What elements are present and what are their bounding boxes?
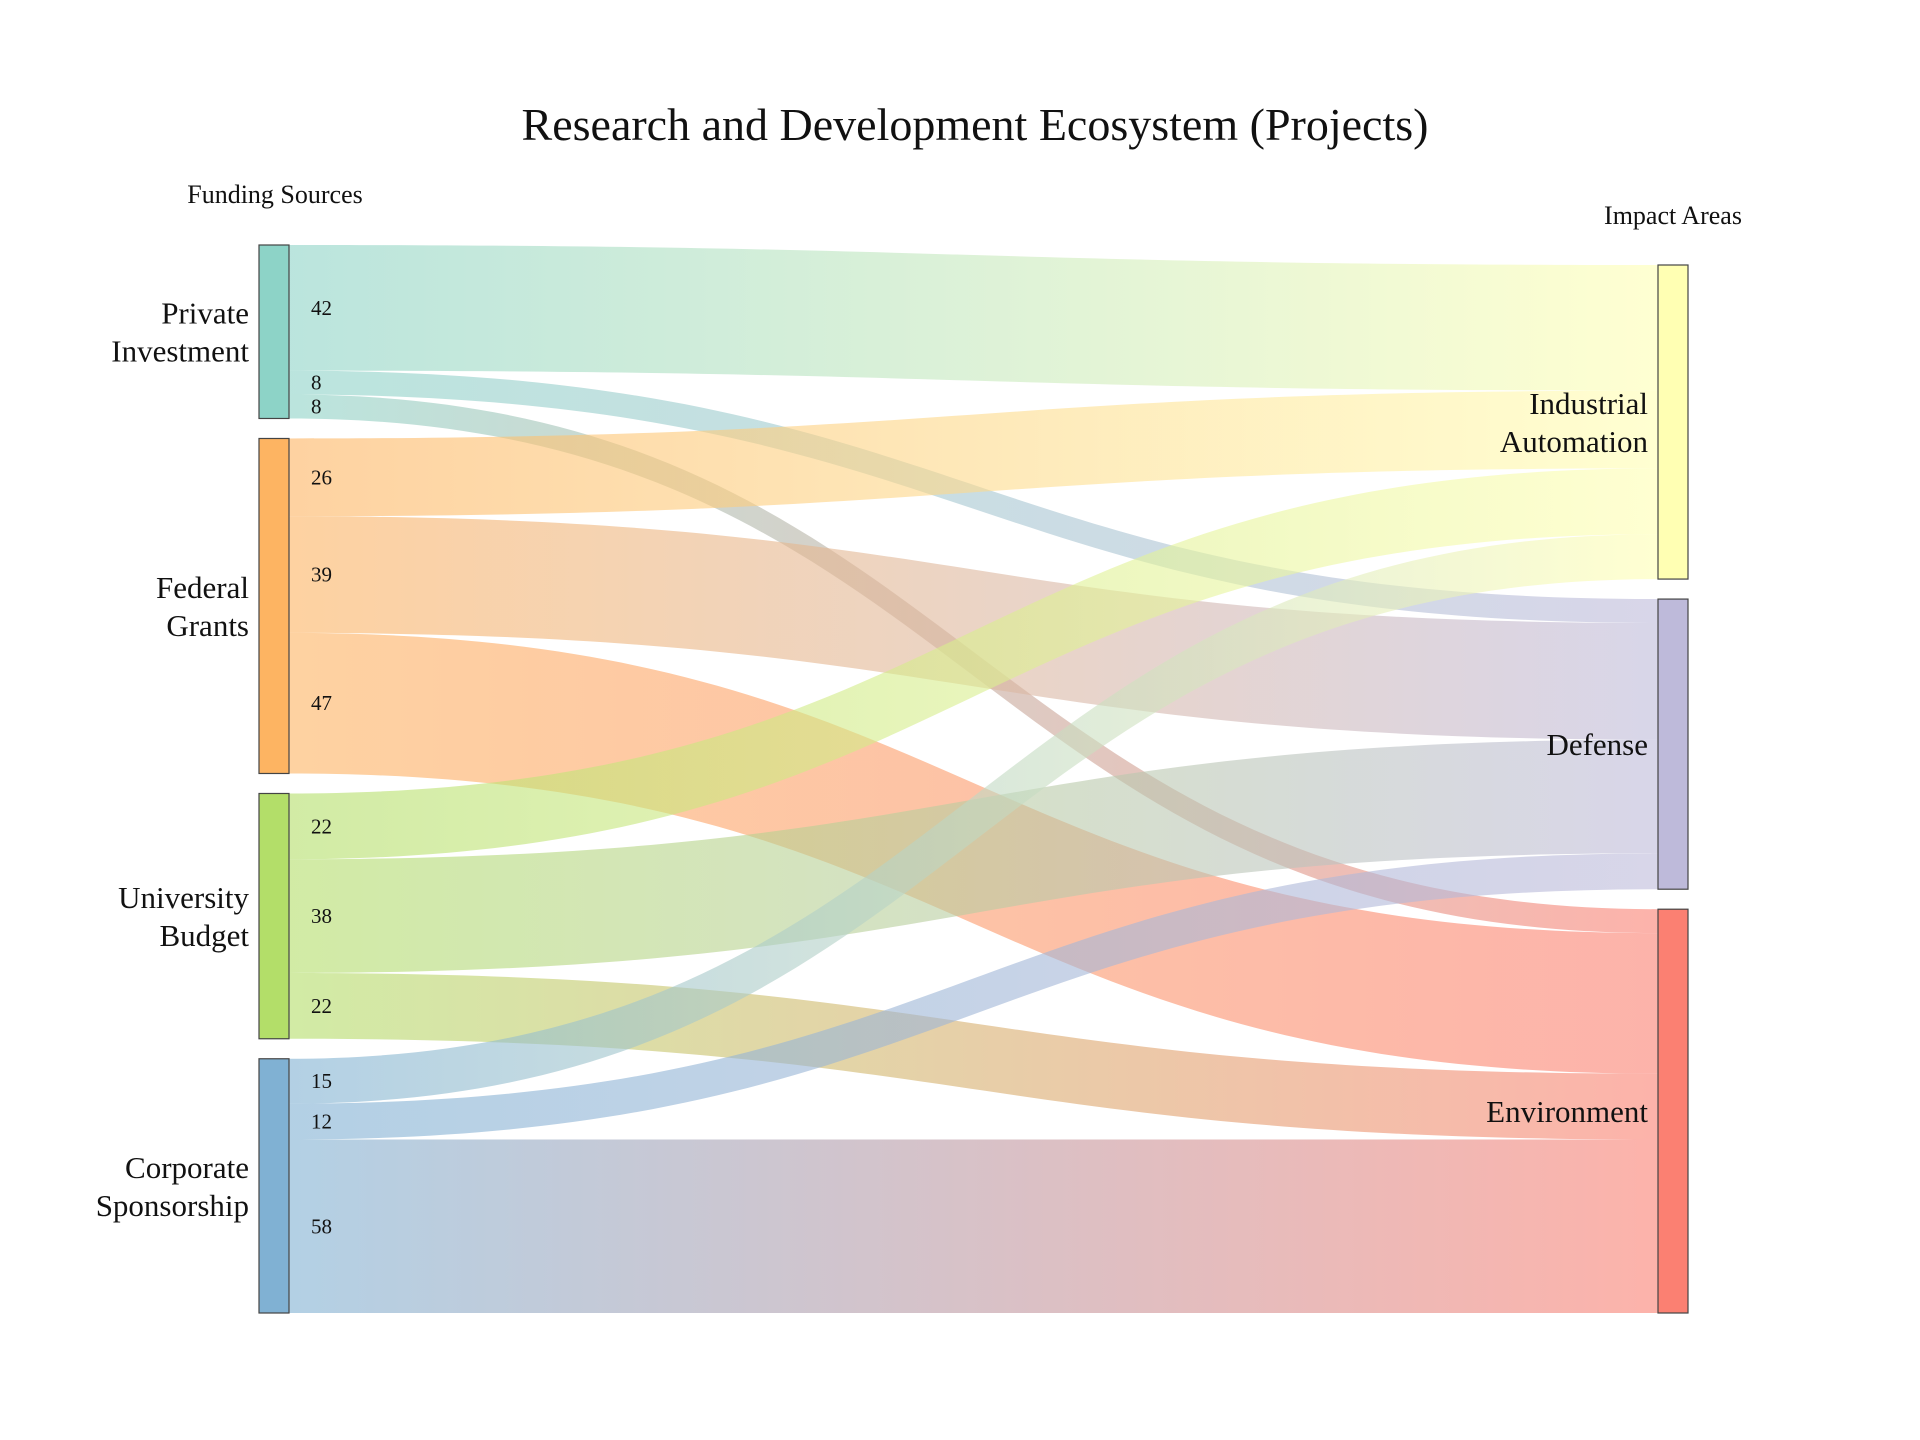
- nodes: [258, 244, 1689, 1314]
- flow-private-investment-to-industrial-automation: [289, 245, 1658, 391]
- node-label-university-budget: University Budget: [118, 880, 249, 953]
- flow-value-university-budget-to-environment: 22: [311, 994, 332, 1018]
- node-environment: [1657, 908, 1689, 1314]
- flow-federal-grants-to-industrial-automation: [289, 390, 1658, 517]
- node-private-investment: [258, 244, 290, 420]
- flow-value-university-budget-to-defense: 38: [311, 904, 332, 928]
- node-label-industrial-automation: Industrial Automation: [1500, 386, 1649, 459]
- flow-university-budget-to-defense: [289, 739, 1658, 973]
- flow-value-corporate-sponsorship-to-industrial-automation: 15: [311, 1069, 332, 1093]
- node-university-budget: [258, 792, 290, 1040]
- chart-title: Research and Development Ecosystem (Proj…: [522, 99, 1429, 150]
- flow-federal-grants-to-defense: [289, 516, 1658, 740]
- flow-value-university-budget-to-industrial-automation: 22: [311, 814, 332, 838]
- node-industrial-automation: [1657, 264, 1689, 580]
- flow-corporate-sponsorship-to-environment: [289, 1139, 1658, 1313]
- node-label-corporate-sponsorship: Corporate Sponsorship: [96, 1150, 249, 1223]
- flow-private-investment-to-defense: [289, 370, 1658, 623]
- flow-value-private-investment-to-defense: 8: [311, 371, 322, 395]
- node-label-environment: Environment: [1486, 1094, 1648, 1129]
- flow-value-federal-grants-to-defense: 39: [311, 563, 332, 587]
- flow-value-private-investment-to-environment: 8: [311, 395, 322, 419]
- node-defense: [1657, 598, 1689, 890]
- flow-links: [289, 245, 1658, 1313]
- node-label-defense: Defense: [1546, 727, 1648, 762]
- flow-value-corporate-sponsorship-to-environment: 58: [311, 1214, 332, 1238]
- flow-corporate-sponsorship-to-industrial-automation: [289, 534, 1658, 1104]
- labels: 42 88 26 39 47 22 38 22 15 12 58 Private Investment F…: [96, 296, 1649, 1239]
- flow-value-private-investment-to-industrial-automation: 42: [311, 296, 332, 320]
- flow-value-federal-grants-to-environment: 47: [311, 691, 332, 715]
- node-label-private-investment: Private Investment: [111, 296, 249, 369]
- left-header: Funding Sources: [187, 180, 363, 209]
- flow-university-budget-to-industrial-automation: [289, 468, 1658, 860]
- flow-corporate-sponsorship-to-defense: [289, 853, 1658, 1140]
- node-corporate-sponsorship: [258, 1058, 290, 1314]
- node-label-federal-grants: Federal Grants: [156, 570, 249, 643]
- flow-value-corporate-sponsorship-to-defense: 12: [311, 1110, 332, 1134]
- flow-value-federal-grants-to-industrial-automation: 26: [311, 465, 332, 489]
- right-header: Impact Areas: [1604, 201, 1742, 230]
- node-federal-grants: [258, 437, 290, 775]
